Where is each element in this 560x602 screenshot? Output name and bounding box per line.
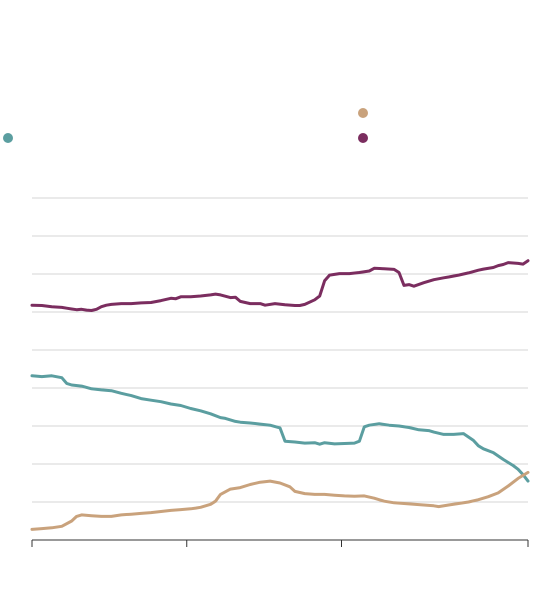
series-line-3 — [30, 470, 530, 531]
series-line-2 — [30, 374, 530, 483]
series-lines — [30, 259, 530, 531]
legend-marker-3 — [358, 133, 368, 143]
x-axis — [31, 539, 529, 547]
series-line-1 — [30, 259, 530, 312]
legend-marker-2 — [358, 108, 368, 118]
legend-marker-1 — [3, 133, 13, 143]
gridlines — [32, 197, 528, 503]
legend — [3, 108, 368, 143]
